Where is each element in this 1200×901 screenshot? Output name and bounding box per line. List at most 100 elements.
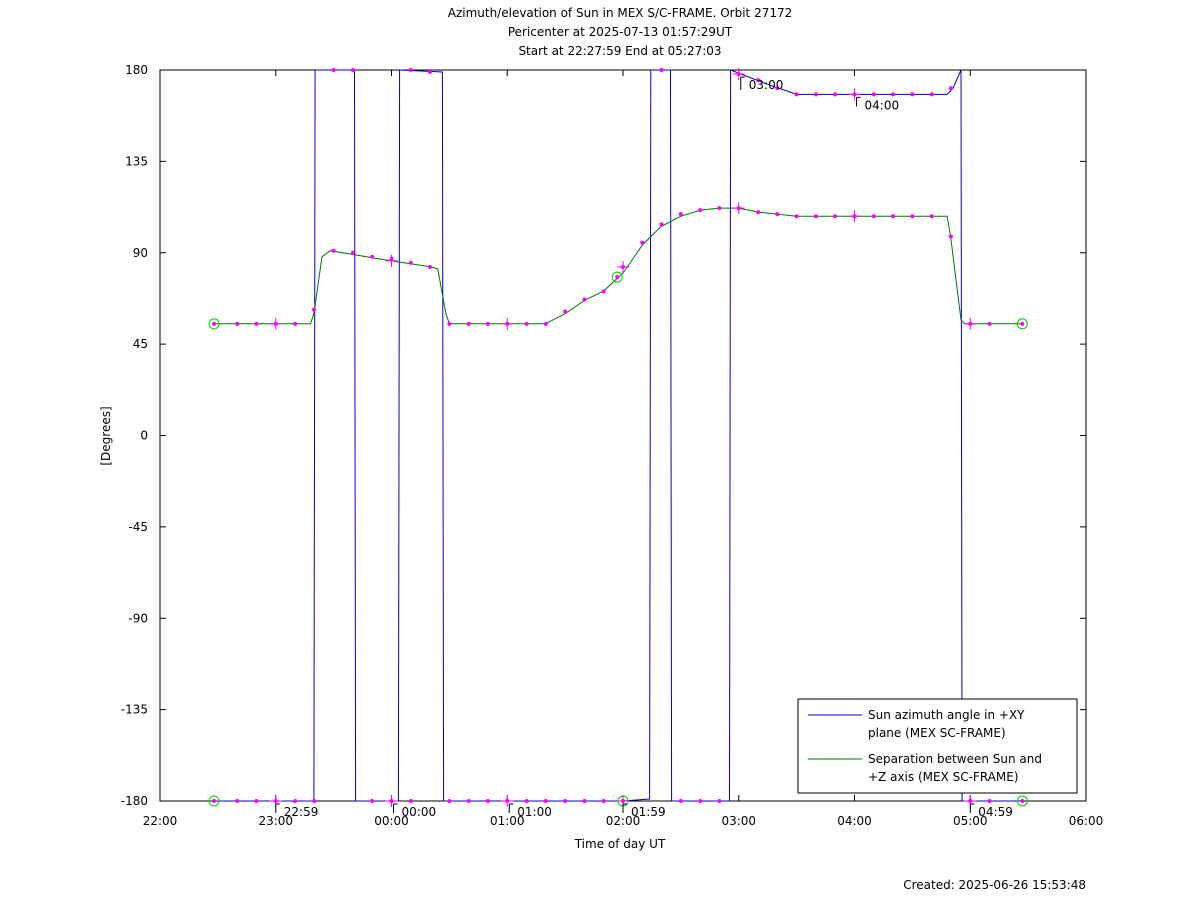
x-tick-label: 02:00: [606, 814, 641, 828]
azimuth-line-segment: [355, 69, 401, 802]
time-annotation: 04:00: [865, 98, 900, 112]
series-lines: [214, 69, 1023, 802]
data-point-marker: [601, 799, 606, 803]
x-tick-label: 03:00: [721, 814, 756, 828]
data-point-marker: [601, 289, 606, 294]
data-point-marker: [370, 254, 375, 259]
y-tick-label: 135: [125, 154, 148, 168]
y-tick-label: -90: [128, 611, 148, 625]
data-point-marker: [293, 799, 298, 803]
data-point-marker: [428, 264, 433, 269]
x-tick-label: 23:00: [258, 814, 293, 828]
data-point-marker: [447, 321, 452, 326]
time-annotation: 01:00: [517, 805, 552, 819]
data-point-marker: [717, 206, 722, 211]
annotations: 22:59 00:00 01:00 01:59 03:00 04:00 04:59: [275, 76, 1013, 819]
data-point-marker: [563, 799, 568, 803]
legend-label: Separation between Sun and: [868, 752, 1042, 766]
data-point-marker: [408, 799, 413, 803]
y-tick-label: 180: [125, 63, 148, 77]
data-point-marker: [871, 214, 876, 219]
data-point-marker: [524, 321, 529, 326]
azimuth-line-segment: [315, 69, 357, 802]
y-tick-label: 0: [140, 429, 148, 443]
data-point-marker: [987, 799, 992, 803]
data-point-marker: [466, 799, 471, 803]
data-point-marker: [235, 321, 240, 326]
data-point-marker: [582, 799, 587, 803]
data-point-marker: [331, 248, 336, 253]
data-point-marker: [717, 799, 722, 803]
y-tick-label: -45: [128, 520, 148, 534]
data-point-marker: [929, 92, 934, 97]
data-point-marker: [212, 321, 217, 326]
data-point-marker: [235, 799, 240, 803]
data-point-marker: [640, 240, 645, 245]
data-point-marker: [408, 68, 413, 72]
axis-ticks: 22:00 23:00 00:00 01:00 02:00 03:00 04:00 05:00…: [121, 63, 1104, 828]
data-point-marker: [698, 799, 703, 803]
plot-frame: [159, 69, 1087, 802]
data-point-marker: [794, 92, 799, 97]
time-annotation: 00:00: [402, 805, 437, 819]
data-point-marker: [212, 799, 217, 803]
y-axis-label: [Degrees]: [99, 406, 113, 465]
data-point-marker: [659, 222, 664, 227]
data-point-marker: [987, 321, 992, 326]
data-point-marker: [813, 214, 818, 219]
y-tick-label: 45: [133, 337, 148, 351]
data-point-marker: [447, 799, 452, 803]
data-point-marker: [948, 234, 953, 239]
data-point-marker: [833, 92, 838, 97]
data-point-marker: [871, 92, 876, 97]
data-point-marker: [524, 799, 529, 803]
data-point-marker: [312, 799, 317, 803]
data-point-marker: [293, 321, 298, 326]
data-point-marker: [1020, 799, 1025, 803]
data-point-marker: [254, 321, 259, 326]
data-point-marker: [563, 309, 568, 314]
time-annotation: 22:59: [284, 805, 319, 819]
data-point-marker: [485, 799, 490, 803]
time-annotation: 03:00: [749, 78, 784, 92]
x-tick-label: 06:00: [1069, 814, 1104, 828]
azimuth-line-segment: [650, 69, 673, 802]
data-point-marker: [582, 297, 587, 302]
data-point-marker: [910, 92, 915, 97]
data-point-marker: [756, 78, 761, 83]
legend-label: plane (MEX SC-FRAME): [868, 726, 1006, 740]
data-point-marker: [929, 214, 934, 219]
chart-title: Azimuth/elevation of Sun in MEX S/C-FRAM…: [448, 6, 793, 58]
data-point-marker: [254, 799, 259, 803]
data-point-marker: [756, 210, 761, 215]
x-tick-label: 05:00: [953, 814, 988, 828]
azimuth-line-segment: [960, 69, 1023, 802]
legend-label: Sun azimuth angle in +XY: [868, 708, 1025, 722]
data-point-marker: [485, 321, 490, 326]
data-point-marker: [678, 212, 683, 217]
y-tick-label: 90: [133, 246, 148, 260]
data-point-marker: [350, 250, 355, 255]
time-annotation: 04:59: [978, 805, 1013, 819]
created-timestamp: Created: 2025-06-26 15:53:48: [903, 878, 1086, 892]
data-point-marker: [466, 321, 471, 326]
data-point-marker: [1020, 321, 1025, 326]
x-axis-label: Time of day UT: [574, 837, 666, 851]
legend: Sun azimuth angle in +XY plane (MEX SC-FR…: [797, 698, 1078, 794]
data-point-marker: [350, 68, 355, 72]
start-end-circle-marker: [611, 271, 623, 283]
data-point-marker: [794, 214, 799, 219]
data-point-marker: [775, 212, 780, 217]
x-tick-label: 04:00: [837, 814, 872, 828]
azimuth-line-segment: [443, 69, 652, 802]
title-line: Pericenter at 2025-07-13 01:57:29UT: [508, 25, 733, 39]
data-point-marker: [428, 70, 433, 75]
x-tick-label: 22:00: [143, 814, 178, 828]
start-end-circle-marker: [1016, 795, 1028, 807]
data-point-marker: [775, 86, 780, 91]
start-end-circle-marker: [208, 795, 220, 807]
data-point-marker: [408, 260, 413, 265]
data-point-marker: [659, 68, 664, 72]
data-point-marker: [678, 799, 683, 803]
x-tick-label: 01:00: [490, 814, 525, 828]
